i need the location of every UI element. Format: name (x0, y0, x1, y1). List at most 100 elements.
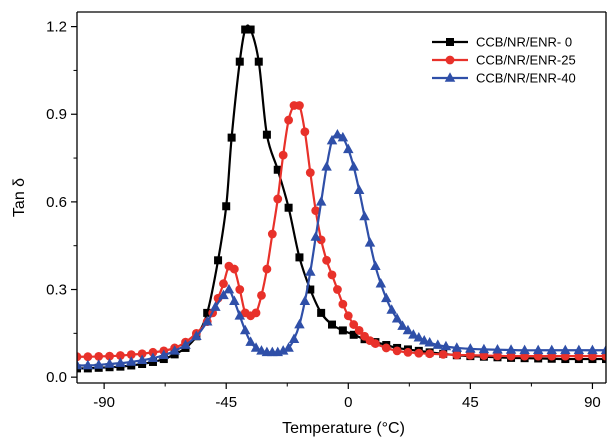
series-1-point (295, 253, 304, 262)
series-3-point (277, 345, 289, 355)
series-3-point (77, 359, 83, 370)
series-1-point (306, 285, 315, 294)
x-tick-label: -45 (215, 394, 237, 411)
series-3-point (359, 210, 370, 221)
series-1-point (328, 320, 337, 329)
series-3-point (343, 143, 354, 154)
series-2-point (311, 206, 321, 216)
series-3-point (210, 301, 221, 311)
series-1-point (214, 256, 223, 265)
series-2-point (343, 311, 353, 321)
series-3-point (126, 356, 137, 366)
series-2-point (333, 285, 342, 294)
legend-marker (444, 72, 456, 82)
series-1-point (273, 165, 282, 174)
series-3-point (229, 295, 240, 306)
series-3-point (337, 131, 349, 142)
series-1-point (349, 330, 358, 339)
series-2-point (479, 351, 489, 360)
series-3-point (546, 344, 557, 355)
series-1-point (235, 57, 244, 66)
series-1-point (222, 202, 231, 211)
series-3-point (326, 134, 338, 145)
series-3-point (478, 343, 490, 354)
series-2-point (83, 352, 93, 362)
series-2-point (354, 326, 364, 335)
series-2-point (235, 285, 245, 294)
series-1-point (241, 25, 250, 34)
y-tick-label: 0.9 (46, 106, 67, 123)
series-2-point (267, 229, 277, 239)
series-2-point (349, 320, 359, 329)
series-3-point (191, 330, 202, 341)
y-tick-label: 1.2 (46, 19, 67, 36)
series-3-point (250, 342, 262, 352)
series-2-point (148, 347, 158, 357)
series-3-point (299, 295, 311, 306)
series-1-point (254, 57, 263, 66)
series-2-point (77, 352, 82, 362)
series-2-point (493, 351, 502, 361)
series-2-point (273, 194, 283, 204)
series-3-point (332, 128, 343, 139)
series-2-point (371, 339, 380, 348)
series-3-point (408, 329, 419, 339)
series-3-point (397, 320, 408, 330)
legend-marker (445, 55, 455, 65)
series-3-point (305, 266, 316, 276)
series-2-point (295, 101, 304, 110)
series-3-point (532, 344, 544, 355)
y-tick-label: 0.0 (46, 369, 67, 386)
series-1-point (246, 25, 255, 34)
series-2-point (327, 270, 337, 280)
series-1-point (317, 308, 326, 317)
series-3-point (465, 343, 476, 353)
series-2-point (278, 150, 288, 160)
series-3-point (180, 339, 191, 349)
series-3-point (239, 324, 251, 335)
series-3-point (451, 342, 463, 352)
series-2-point (94, 352, 104, 361)
series-2-point (452, 350, 462, 360)
series-2-point (116, 351, 125, 360)
series-layer (77, 24, 606, 373)
series-2-point (338, 299, 348, 309)
series-3-point (104, 358, 115, 368)
series-1-point (262, 130, 271, 139)
series-3-point (348, 161, 359, 171)
series-2-point (438, 349, 448, 359)
x-tick-label: -90 (93, 394, 115, 411)
series-2-point (284, 115, 293, 125)
series-2-point (300, 127, 310, 137)
series-2-point (126, 350, 136, 360)
series-2-point (403, 347, 413, 357)
series-3-point (234, 310, 246, 320)
x-tick-label: 45 (462, 394, 479, 411)
x-tick-label: 0 (344, 394, 352, 411)
y-tick-label: 0.6 (46, 194, 67, 211)
series-2-point (262, 264, 272, 274)
series-3-point (321, 161, 332, 171)
series-2-point (414, 348, 424, 358)
y-tick-label: 0.3 (46, 282, 67, 299)
series-3-point (310, 231, 321, 241)
series-2-point (392, 346, 402, 356)
legend: CCB/NR/ENR- 0 CCB/NR/ENR-25 CCB/NR/ENR-40 (432, 35, 576, 86)
series-3-point (223, 283, 235, 294)
series-1-point (203, 308, 212, 317)
series-3-point (573, 344, 585, 355)
series-3-point (136, 354, 148, 365)
legend-marker (446, 38, 454, 46)
series-3-point (600, 344, 606, 355)
series-3-point (364, 237, 376, 247)
series-3-point (353, 184, 365, 194)
series-2-point (322, 255, 331, 265)
series-3-point (93, 359, 104, 369)
series-3-point (505, 344, 517, 354)
series-3-point (432, 339, 444, 349)
series-3-point (218, 289, 229, 300)
legend-label: CCB/NR/ENR- 0 (476, 35, 572, 50)
axes: -90 -45 0 45 90 0.0 0.3 0.6 0.9 1.2 (46, 11, 607, 411)
series-3-point (294, 318, 305, 329)
series-2-point (251, 308, 261, 318)
